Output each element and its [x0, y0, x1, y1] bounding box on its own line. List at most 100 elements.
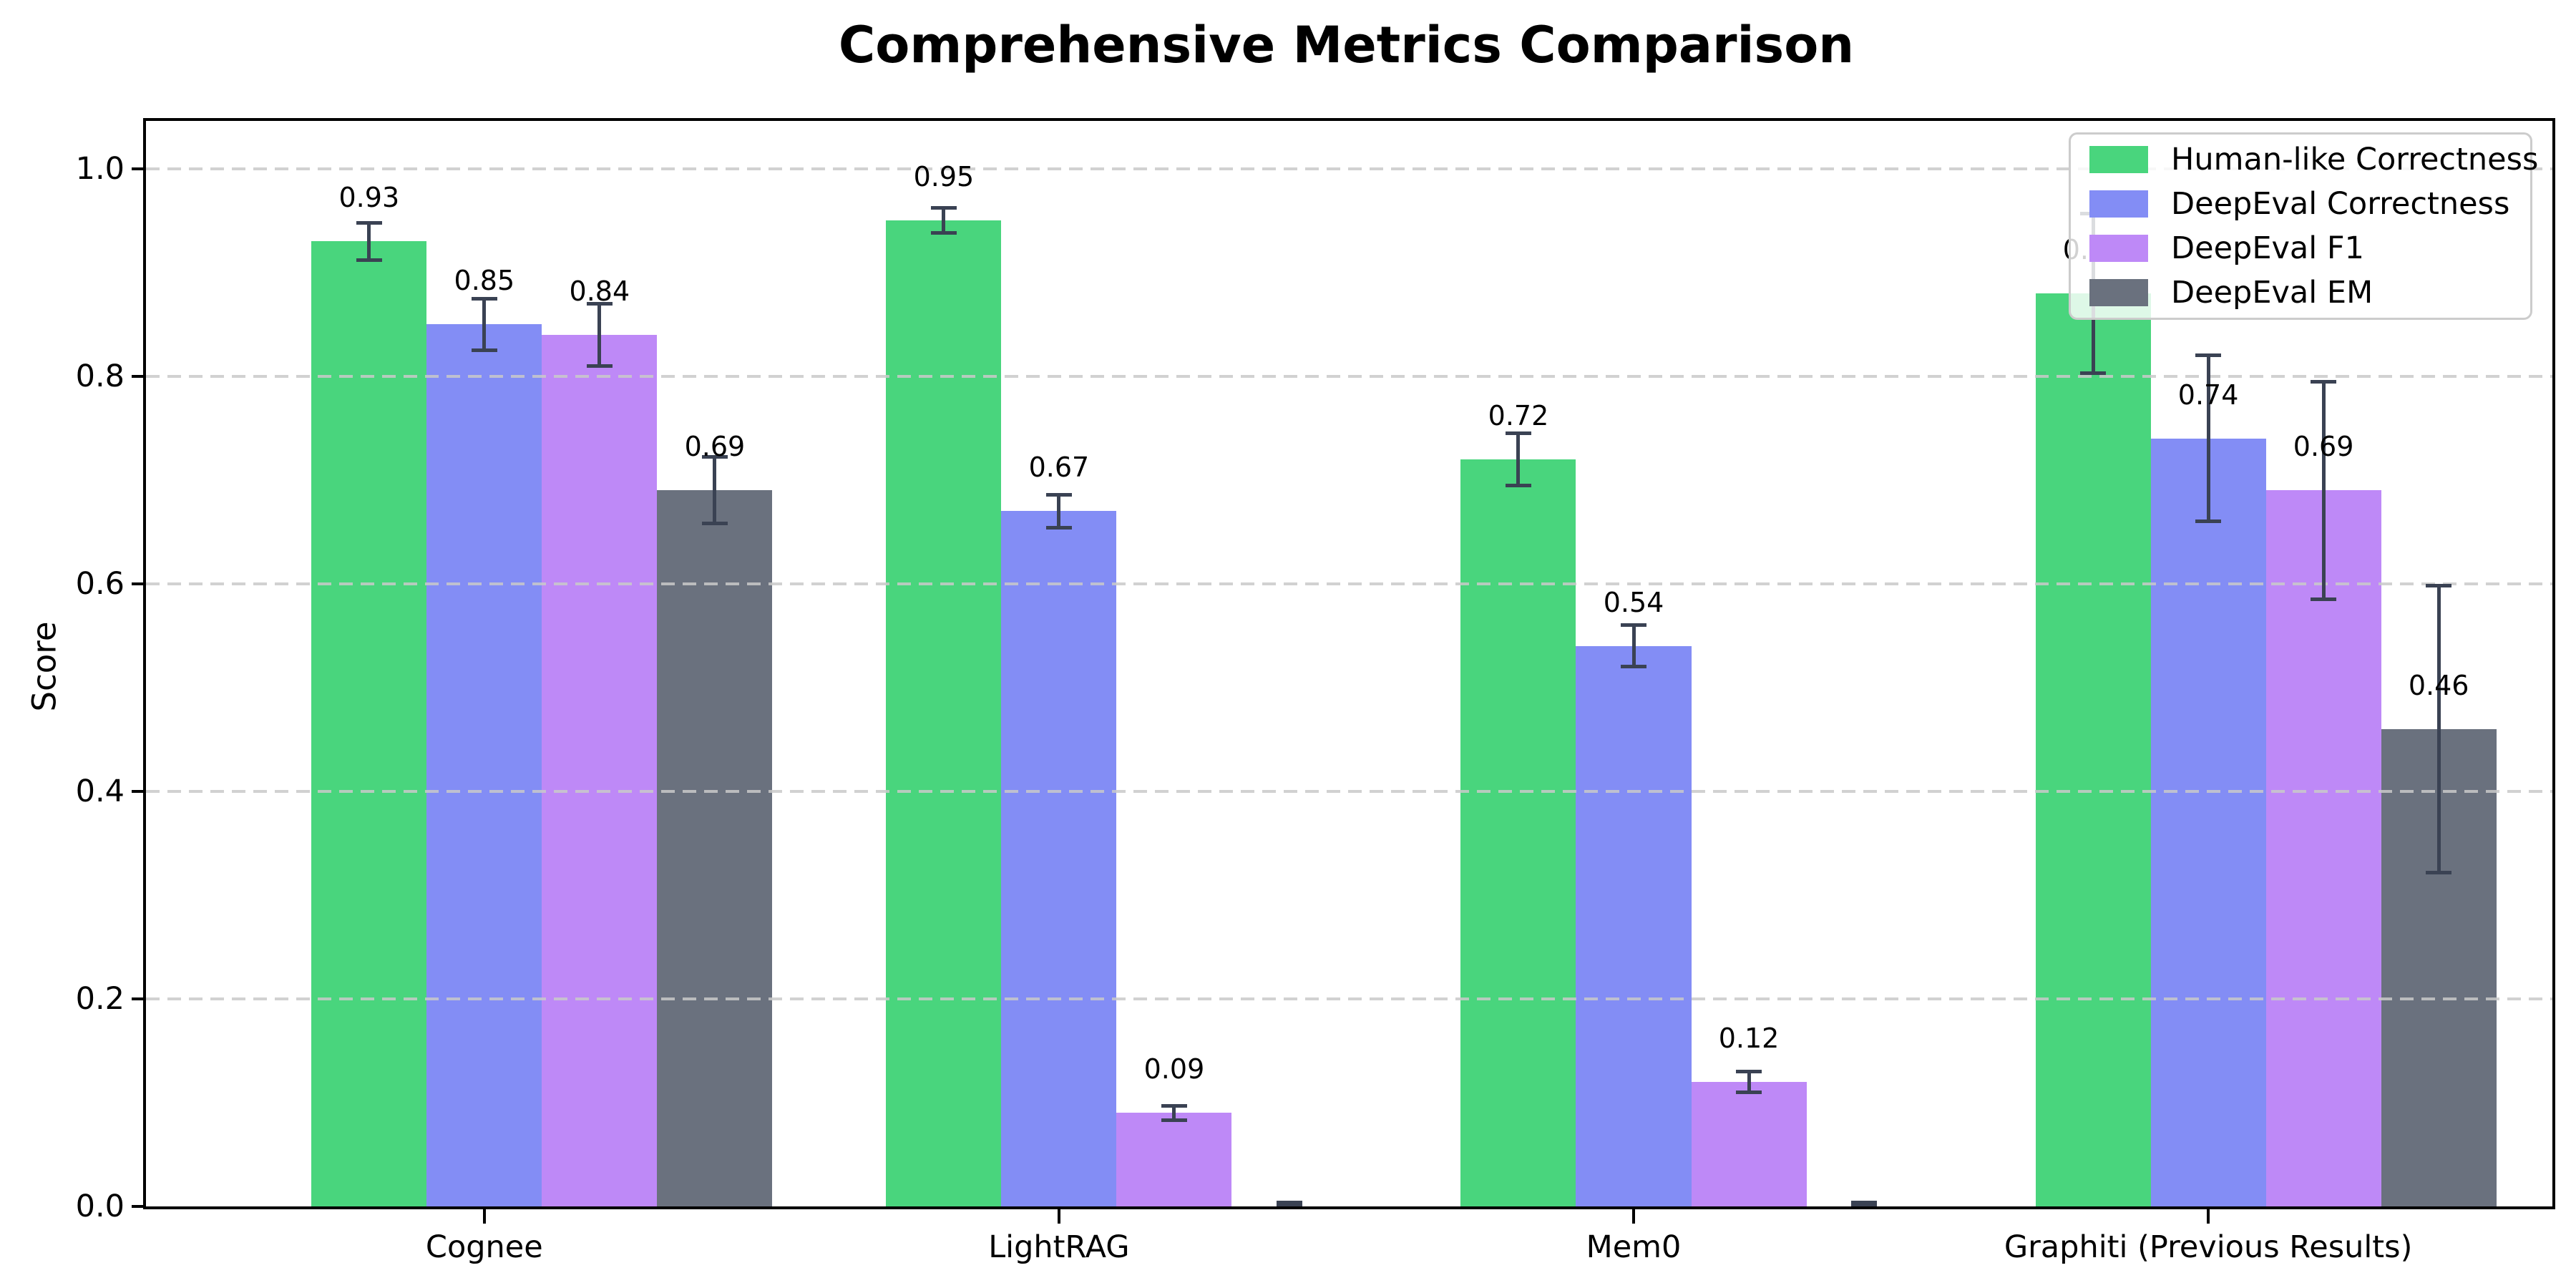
error-bar-cap-bottom — [1161, 1118, 1187, 1123]
bar-value-label: 0.72 — [1488, 399, 1549, 431]
chart-title: Comprehensive Metrics Comparison — [838, 16, 1855, 74]
bar-value-label: 0.09 — [1143, 1053, 1205, 1085]
bar — [657, 490, 773, 1206]
x-tick-label: Mem0 — [1586, 1229, 1682, 1265]
error-bar-cap-bottom — [586, 364, 613, 368]
error-bar-cap-bottom — [2195, 519, 2222, 524]
bar — [542, 334, 658, 1206]
error-bar — [1747, 1071, 1751, 1093]
bar — [426, 324, 542, 1206]
y-axis-tick — [132, 1205, 143, 1208]
x-tick-label: LightRAG — [988, 1229, 1130, 1265]
bar-value-label: 0.93 — [338, 182, 400, 214]
error-bar-cap-top — [2195, 353, 2222, 358]
bar — [1576, 645, 1692, 1206]
error-bar-cap-top — [1161, 1103, 1187, 1108]
legend-item: DeepEval Correctness — [2089, 182, 2530, 226]
y-axis-tick — [132, 167, 143, 170]
error-bar-cap-bottom — [1045, 526, 1072, 530]
error-bar — [367, 223, 371, 260]
error-bar-cap-top — [1045, 492, 1072, 497]
bar-value-label: 0.69 — [684, 431, 746, 463]
legend-label: DeepEval Correctness — [2171, 186, 2510, 222]
y-axis-tick — [132, 374, 143, 378]
bar-value-label: 0.69 — [2293, 431, 2354, 463]
legend-label: DeepEval F1 — [2171, 230, 2364, 266]
bar-value-label: 0.12 — [1718, 1022, 1780, 1054]
error-bar — [597, 303, 602, 366]
x-axis-tick — [1632, 1209, 1635, 1224]
error-bar-cap-bottom — [701, 522, 728, 526]
y-axis-tick — [132, 997, 143, 1000]
bar-value-label: 0.84 — [569, 275, 630, 307]
y-axis-label: Score — [25, 621, 64, 712]
legend-label: DeepEval EM — [2171, 275, 2373, 311]
error-bar-cap-bottom — [1736, 1090, 1762, 1094]
legend-item: DeepEval F1 — [2089, 226, 2530, 270]
error-bar-cap-top — [356, 220, 382, 225]
y-tick-label: 1.0 — [75, 150, 125, 187]
y-axis-tick — [132, 789, 143, 793]
grid-line — [146, 582, 2552, 585]
bar-value-label: 0.74 — [2177, 379, 2239, 411]
error-bar-cap-bottom — [1505, 483, 1531, 487]
y-tick-label: 0.6 — [75, 565, 125, 602]
error-bar — [482, 298, 487, 351]
x-axis-tick — [2207, 1209, 2210, 1224]
y-axis-tick — [132, 582, 143, 585]
bar — [2265, 490, 2381, 1206]
x-tick-label: Graphiti (Previous Results) — [2004, 1229, 2413, 1265]
x-axis-tick — [482, 1209, 486, 1224]
error-bar — [1516, 433, 1521, 486]
legend-swatch — [2089, 190, 2148, 218]
grid-line — [146, 167, 2552, 170]
x-axis-tick — [1057, 1209, 1060, 1224]
error-bar-cap-top — [1736, 1069, 1762, 1073]
error-bar-cap-top — [586, 301, 613, 306]
error-bar — [942, 208, 946, 233]
error-bar — [1172, 1106, 1176, 1121]
bar-value-label: 0.67 — [1028, 452, 1090, 484]
grid-line — [146, 374, 2552, 378]
plot-area: Human-like Correctness DeepEval Correctne… — [76, 118, 2555, 1265]
bar — [311, 241, 427, 1206]
error-bar-cap-top — [1851, 1200, 1878, 1204]
error-bar-cap-top — [471, 296, 497, 301]
legend-swatch — [2089, 235, 2148, 262]
error-bar — [2436, 585, 2441, 873]
legend-swatch — [2089, 146, 2148, 173]
grid-line — [146, 789, 2552, 793]
error-bar-cap-bottom — [2426, 870, 2452, 874]
bar-value-label: 0.85 — [454, 265, 515, 297]
error-bar-cap-bottom — [356, 258, 382, 262]
error-bar-cap-bottom — [1851, 1203, 1878, 1206]
bar — [886, 220, 1002, 1206]
legend-swatch — [2089, 279, 2148, 306]
y-tick-label: 0.4 — [75, 773, 125, 809]
error-bar — [2206, 355, 2210, 522]
error-bar-cap-bottom — [2311, 597, 2337, 602]
error-bar-cap-bottom — [2080, 371, 2107, 375]
error-bar-cap-bottom — [1621, 665, 1646, 669]
error-bar-cap-top — [2426, 584, 2452, 588]
bar — [2035, 293, 2151, 1206]
error-bar — [1057, 494, 1061, 528]
error-bar-cap-bottom — [930, 231, 957, 235]
grid-line — [146, 997, 2552, 1000]
legend-item: DeepEval EM — [2089, 270, 2530, 315]
bar-value-label: 0.46 — [2408, 669, 2469, 701]
bar — [1001, 511, 1117, 1206]
y-tick-label: 0.0 — [75, 1189, 125, 1224]
error-bar — [713, 457, 717, 524]
bar-value-label: 0.95 — [913, 161, 975, 193]
error-bar-cap-top — [1505, 431, 1531, 436]
bar-value-label: 0.54 — [1603, 586, 1664, 618]
error-bar-cap-top — [701, 455, 728, 459]
legend-item: Human-like Correctness — [2089, 137, 2538, 182]
error-bar — [2321, 381, 2326, 600]
error-bar-cap-top — [1621, 623, 1646, 628]
error-bar-cap-top — [930, 206, 957, 210]
error-bar-cap-top — [1276, 1200, 1302, 1204]
x-tick-label: Cognee — [425, 1229, 543, 1265]
